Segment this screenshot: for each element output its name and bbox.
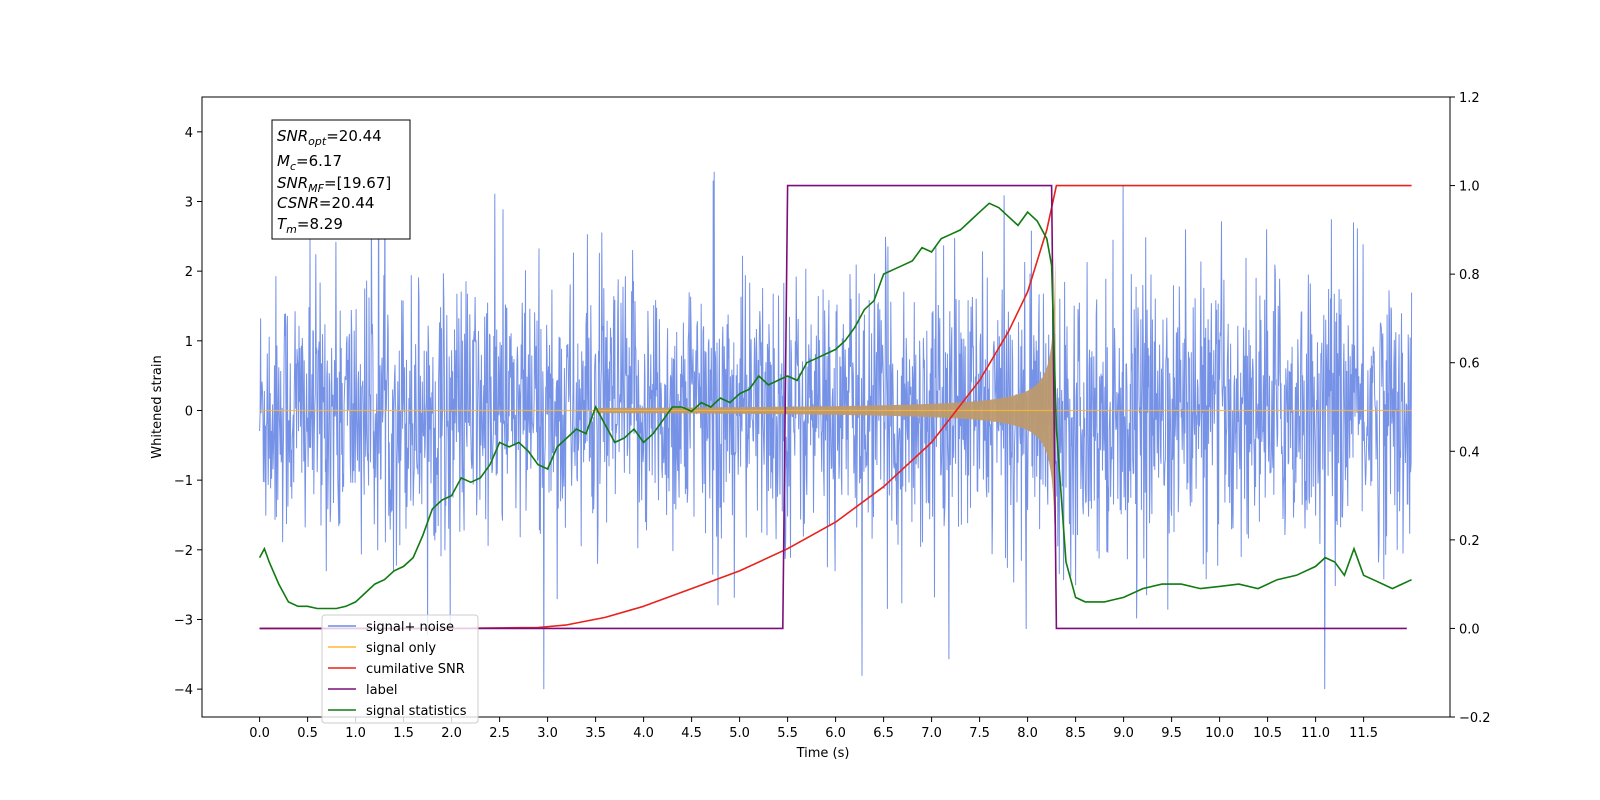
y-right-tick-label: 1.2 xyxy=(1459,91,1480,106)
y-left-tick-label: 1 xyxy=(185,335,193,350)
x-tick-label: 0.5 xyxy=(297,726,318,741)
annotation-frame xyxy=(271,119,411,240)
y-right-tick-label: 0.6 xyxy=(1459,357,1480,372)
x-tick-label: 6.5 xyxy=(873,726,894,741)
x-axis-label: Time (s) xyxy=(796,746,850,761)
y-left-tick-label: −4 xyxy=(174,683,193,698)
line-series-group xyxy=(258,184,1412,630)
x-tick-label: 1.0 xyxy=(345,726,366,741)
x-tick-label: 8.0 xyxy=(1017,726,1038,741)
annotation-csnr: CSNR=20.44 xyxy=(277,194,374,212)
y-left-tick-label: 0 xyxy=(185,404,193,419)
x-tick-label: 11.0 xyxy=(1301,726,1330,741)
y-right-tick-label: 0.4 xyxy=(1459,445,1480,460)
signal-noise-line xyxy=(259,124,1413,690)
x-tick-label: 9.5 xyxy=(1161,726,1182,741)
y-left-tick-label: −2 xyxy=(174,544,193,559)
legend-label-signal-statistics: signal statistics xyxy=(366,704,467,719)
y-left-tick-label: −3 xyxy=(174,613,193,628)
y-right-tick-label: 0.2 xyxy=(1459,534,1480,549)
x-tick-label: 11.5 xyxy=(1349,726,1378,741)
legend-frame xyxy=(321,614,479,724)
x-tick-label: 7.0 xyxy=(921,726,942,741)
x-tick-label: 4.0 xyxy=(633,726,654,741)
y-left-tick-label: 4 xyxy=(185,126,193,141)
x-tick-label: 3.0 xyxy=(537,726,558,741)
x-tick-label: 5.5 xyxy=(777,726,798,741)
legend-label-signal-noise: signal+ noise xyxy=(366,620,454,635)
legend-label-label: label xyxy=(366,683,397,698)
x-tick-label: 5.0 xyxy=(729,726,750,741)
x-tick-label: 3.5 xyxy=(585,726,606,741)
x-tick-label: 6.0 xyxy=(825,726,846,741)
y-right-tick-label: 0.0 xyxy=(1459,622,1480,637)
x-axis-ticks: 0.0 0.5 1.0 1.5 2.0 2.5 3.0 3.5 4.0 4.5 5.0 5.5 6.0 6… xyxy=(249,717,1378,741)
label-line xyxy=(259,184,1407,630)
signal-statistics-line xyxy=(258,202,1412,610)
annotation-snr-mf: SNRMF=[19.67] xyxy=(277,174,391,195)
annotation-mc: Mc=6.17 xyxy=(277,152,342,173)
x-tick-label: 4.5 xyxy=(681,726,702,741)
y-axis-right-ticks: 1.2 1.0 0.8 0.6 0.4 0.2 0.0 −0.2 xyxy=(1450,91,1491,726)
x-tick-label: 10.5 xyxy=(1253,726,1282,741)
signal-noise-series xyxy=(259,124,1413,690)
annotation-box: SNRopt=20.44 Mc=6.17 SNRMF=[19.67] CSNR=… xyxy=(271,119,411,240)
signal-only-series xyxy=(259,255,1412,565)
y-right-tick-label: 1.0 xyxy=(1459,180,1480,195)
legend-label-signal-only: signal only xyxy=(366,641,436,656)
x-tick-label: 0.0 xyxy=(249,726,270,741)
y-axis-left-ticks: 4 3 2 1 0 −1 −2 −3 −4 xyxy=(174,126,202,698)
legend-label-cumulative-snr: cumilative SNR xyxy=(366,662,465,677)
plot-frame xyxy=(201,96,1451,718)
annotation-tm: Tm=8.29 xyxy=(277,215,343,236)
x-tick-label: 10.0 xyxy=(1205,726,1234,741)
x-tick-label: 2.5 xyxy=(489,726,510,741)
y-axis-left-label: Whitened strain xyxy=(150,355,165,458)
y-left-tick-label: −1 xyxy=(174,474,193,489)
x-tick-label: 2.0 xyxy=(441,726,462,741)
x-tick-label: 1.5 xyxy=(393,726,414,741)
y-right-tick-label: −0.2 xyxy=(1459,711,1491,726)
y-left-tick-label: 3 xyxy=(185,195,193,210)
y-right-tick-label: 0.8 xyxy=(1459,268,1480,283)
annotation-snr-opt: SNRopt=20.44 xyxy=(277,127,382,148)
x-tick-label: 9.0 xyxy=(1113,726,1134,741)
y-left-tick-label: 2 xyxy=(185,265,193,280)
cumulative-snr-line xyxy=(259,184,1412,630)
x-tick-label: 8.5 xyxy=(1065,726,1086,741)
x-tick-label: 7.5 xyxy=(969,726,990,741)
legend: signal+ noise signal only cumilative SNR… xyxy=(321,614,479,724)
